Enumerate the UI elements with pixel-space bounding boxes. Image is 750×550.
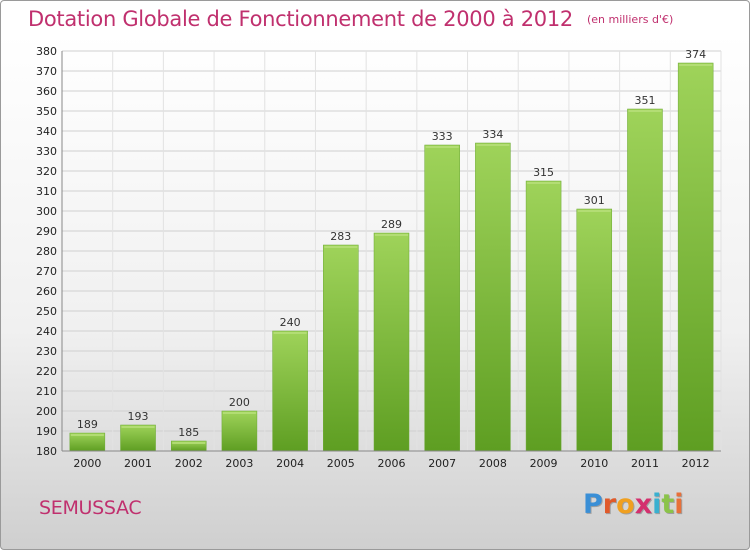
y-tick-label: 220 [36, 365, 57, 378]
y-tick-label: 230 [36, 345, 57, 358]
logo-letter: x [634, 489, 653, 520]
x-tick-label: 2010 [580, 457, 608, 470]
value-label: 189 [77, 418, 98, 431]
bar-2008 [475, 142, 511, 452]
y-tick-label: 300 [36, 205, 57, 218]
x-tick-label: 2000 [73, 457, 101, 470]
bar-2006 [373, 232, 410, 452]
bar-2012 [677, 62, 714, 452]
bar-2011 [627, 108, 663, 452]
bar-highlight [577, 210, 611, 212]
logo-letter: r [602, 489, 617, 520]
y-tick-label: 260 [36, 285, 57, 298]
value-label: 374 [685, 48, 706, 61]
x-tick-label: 2012 [682, 457, 710, 470]
value-label: 283 [330, 230, 351, 243]
y-tick-label: 360 [36, 85, 57, 98]
x-tick-label: 2006 [378, 457, 406, 470]
value-label: 289 [381, 218, 402, 231]
y-tick-label: 290 [36, 225, 57, 238]
bar-highlight [222, 412, 256, 414]
bar-highlight [273, 332, 307, 334]
y-tick-label: 180 [36, 445, 57, 458]
y-tick-label: 310 [36, 185, 57, 198]
proxiti-logo: Proxiti [583, 489, 684, 520]
x-tick-label: 2001 [124, 457, 152, 470]
bar-2003 [221, 410, 258, 452]
bar-highlight [324, 246, 358, 248]
y-tick-label: 210 [36, 385, 57, 398]
x-tick-label: 2007 [428, 457, 456, 470]
logo-letter: o [616, 489, 635, 520]
bar-highlight [375, 234, 408, 236]
y-tick-label: 280 [36, 245, 57, 258]
bar-2005 [323, 244, 359, 452]
value-label: 240 [280, 316, 301, 329]
value-label: 193 [128, 410, 149, 423]
y-tick-label: 350 [36, 105, 57, 118]
value-label: 334 [482, 128, 503, 141]
x-tick-label: 2005 [327, 457, 355, 470]
bar-2001 [120, 424, 156, 452]
y-tick-label: 370 [36, 65, 57, 78]
logo-letter: t [661, 489, 675, 520]
bar-highlight [70, 434, 104, 436]
value-label: 185 [178, 426, 199, 439]
logo-letter: i [674, 489, 684, 520]
y-tick-label: 330 [36, 145, 57, 158]
logo-letter: P [583, 489, 603, 520]
bar-highlight [121, 426, 155, 428]
bar-highlight [172, 442, 206, 444]
x-tick-label: 2004 [276, 457, 304, 470]
bar-highlight [628, 110, 662, 112]
chart-subtitle: (en milliers d'€) [586, 13, 674, 26]
bar-highlight [425, 146, 459, 148]
bar-2007 [424, 144, 460, 452]
y-tick-label: 320 [36, 165, 57, 178]
y-tick-label: 250 [36, 305, 57, 318]
x-tick-label: 2003 [225, 457, 253, 470]
logo-letter: i [652, 489, 662, 520]
bar-2009 [525, 180, 562, 452]
x-tick-label: 2009 [530, 457, 558, 470]
chart-title: Dotation Globale de Fonctionnement de 20… [28, 7, 673, 31]
y-tick-label: 200 [36, 405, 57, 418]
x-tick-label: 2008 [479, 457, 507, 470]
bar-highlight [679, 64, 713, 66]
y-tick-label: 270 [36, 265, 57, 278]
x-tick-label: 2002 [175, 457, 203, 470]
bar-highlight [527, 182, 561, 184]
y-tick-label: 340 [36, 125, 57, 138]
value-label: 315 [533, 166, 554, 179]
bar-highlight [476, 144, 510, 146]
x-tick-label: 2011 [631, 457, 659, 470]
commune-name: SEMUSSAC [39, 497, 142, 519]
chart-title-main: Dotation Globale de Fonctionnement de 20… [28, 7, 573, 31]
bar-2004 [272, 330, 308, 452]
value-label: 351 [634, 94, 655, 107]
value-label: 301 [584, 194, 605, 207]
value-label: 200 [229, 396, 250, 409]
value-label: 333 [432, 130, 453, 143]
bar-2010 [576, 208, 613, 452]
y-tick-label: 190 [36, 425, 57, 438]
y-tick-label: 380 [36, 45, 57, 58]
y-tick-label: 240 [36, 325, 57, 338]
